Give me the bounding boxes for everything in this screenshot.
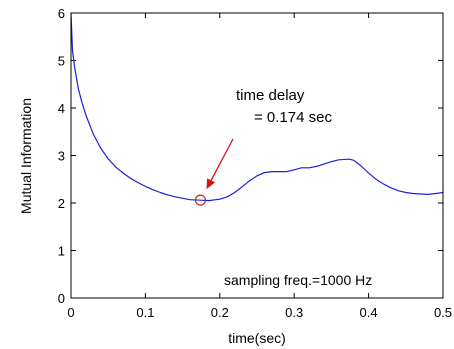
annotation-arrow-head <box>206 178 216 190</box>
x-tick-label: 0.5 <box>434 305 452 320</box>
annotation-time-delay-line1: time delay <box>236 87 305 104</box>
annotation-time-delay-line2: = 0.174 sec <box>254 109 332 126</box>
y-tick-label: 6 <box>58 6 65 21</box>
axis-ticks: 0 0.1 0.2 0.3 0.4 0.5 0 1 2 3 4 5 6 <box>58 6 452 320</box>
y-axis-label: Mutual Information <box>18 98 34 214</box>
axes-frame <box>70 12 444 299</box>
x-tick-label: 0.2 <box>211 305 229 320</box>
x-tick-label: 0 <box>67 305 74 320</box>
time-delay-marker <box>194 194 207 206</box>
x-tick-label: 0.1 <box>136 305 154 320</box>
y-tick-label: 4 <box>58 101 65 116</box>
plot-series <box>70 12 444 206</box>
y-tick-label: 2 <box>58 196 65 211</box>
annotation-arrow-shaft <box>210 138 234 181</box>
annotation-sampling-freq: sampling freq.=1000 Hz <box>224 272 372 288</box>
y-tick-label: 1 <box>58 244 65 259</box>
y-tick-label: 0 <box>58 291 65 306</box>
y-tick-label: 5 <box>58 54 65 69</box>
x-tick-label: 0.4 <box>360 305 378 320</box>
y-tick-label: 3 <box>58 149 65 164</box>
x-axis-label: time(sec) <box>228 330 286 346</box>
x-tick-label: 0.3 <box>285 305 303 320</box>
mutual-information-line <box>70 12 444 202</box>
